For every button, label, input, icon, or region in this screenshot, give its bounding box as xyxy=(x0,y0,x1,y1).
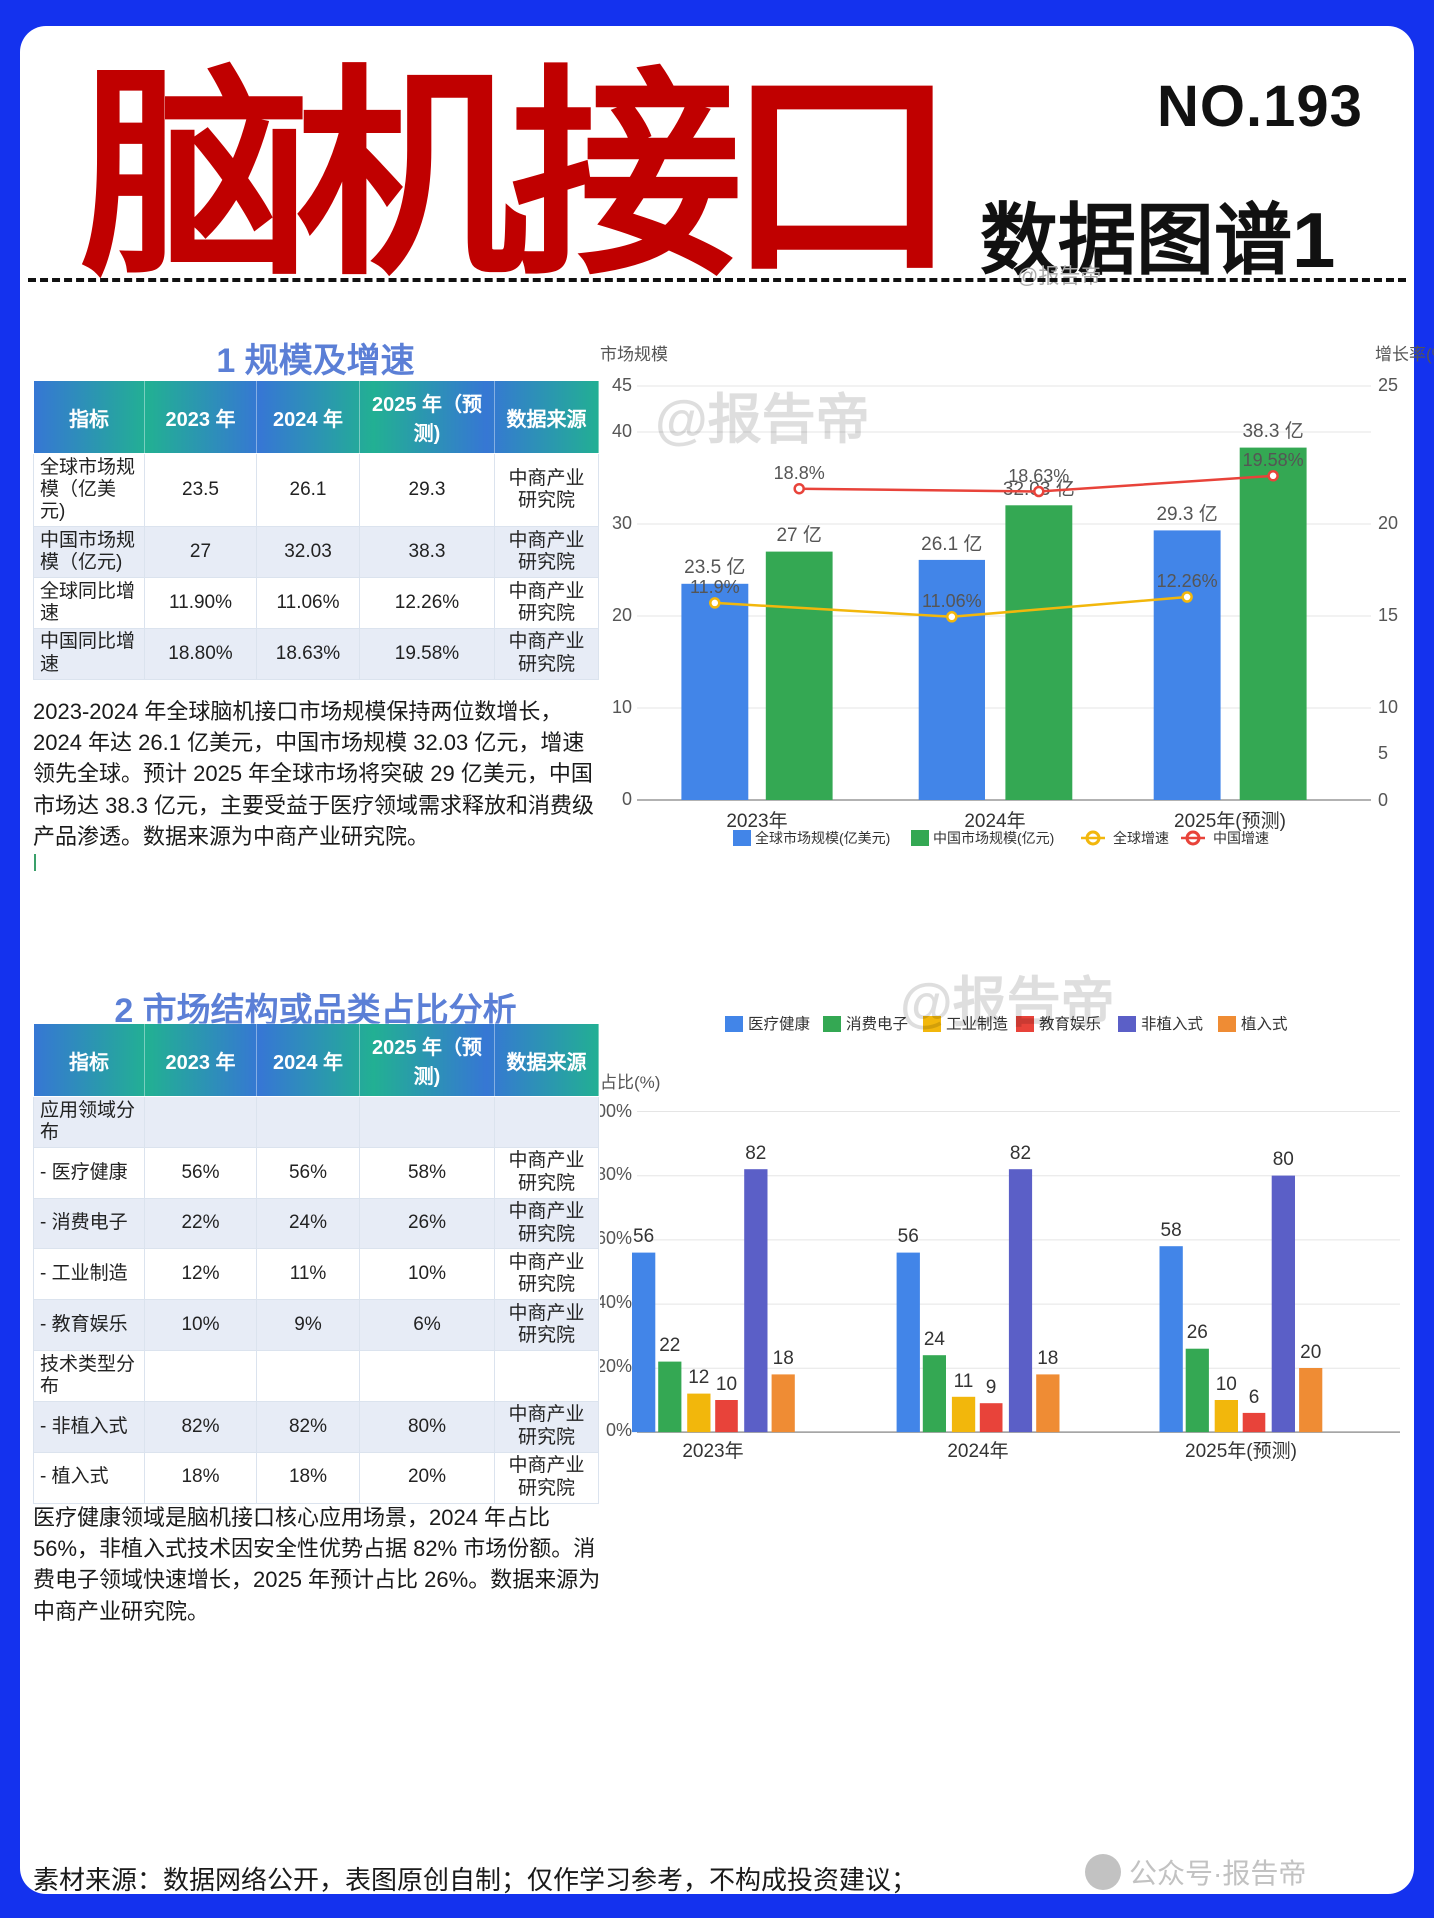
svg-text:消费电子: 消费电子 xyxy=(846,1015,908,1033)
svg-text:2024年: 2024年 xyxy=(964,810,1025,832)
svg-text:20: 20 xyxy=(1300,1342,1321,1363)
svg-text:40%: 40% xyxy=(600,1292,632,1312)
svg-text:10: 10 xyxy=(716,1374,737,1395)
svg-text:医疗健康: 医疗健康 xyxy=(748,1015,810,1033)
svg-text:10: 10 xyxy=(1216,1374,1237,1395)
svg-text:市场规模: 市场规模 xyxy=(600,345,668,364)
svg-text:80%: 80% xyxy=(600,1164,632,1184)
svg-text:11.9%: 11.9% xyxy=(690,577,740,597)
svg-text:2025年(预测): 2025年(预测) xyxy=(1185,1440,1297,1462)
svg-text:2023年: 2023年 xyxy=(726,810,787,832)
svg-text:40: 40 xyxy=(612,421,632,441)
svg-text:23.5 亿: 23.5 亿 xyxy=(684,556,745,578)
svg-text:15: 15 xyxy=(1378,605,1398,625)
svg-text:占比(%): 占比(%) xyxy=(600,1073,660,1092)
svg-text:25: 25 xyxy=(1378,375,1398,395)
svg-text:82: 82 xyxy=(1010,1143,1031,1164)
svg-text:增长率(%: 增长率(% xyxy=(1375,345,1434,364)
svg-text:29.3 亿: 29.3 亿 xyxy=(1156,503,1217,525)
svg-text:24: 24 xyxy=(924,1329,946,1350)
svg-text:20: 20 xyxy=(612,605,632,625)
svg-text:38.3 亿: 38.3 亿 xyxy=(1242,420,1303,442)
svg-text:2025年(预测): 2025年(预测) xyxy=(1174,810,1286,832)
svg-text:20: 20 xyxy=(1378,513,1398,533)
svg-text:18: 18 xyxy=(773,1348,794,1369)
svg-text:18.8%: 18.8% xyxy=(774,463,825,483)
svg-text:18.63%: 18.63% xyxy=(1008,466,1069,486)
svg-text:12.26%: 12.26% xyxy=(1157,571,1218,591)
svg-text:中国增速: 中国增速 xyxy=(1213,830,1269,846)
svg-text:6: 6 xyxy=(1249,1387,1260,1408)
svg-text:全球增速: 全球增速 xyxy=(1113,830,1169,846)
svg-text:80: 80 xyxy=(1273,1149,1294,1170)
svg-text:中国市场规模(亿元): 中国市场规模(亿元) xyxy=(933,830,1054,846)
svg-text:2024年: 2024年 xyxy=(947,1440,1008,1462)
svg-text:2023年: 2023年 xyxy=(682,1440,743,1462)
svg-text:18: 18 xyxy=(1037,1348,1058,1369)
svg-text:10: 10 xyxy=(1378,697,1398,717)
svg-text:58: 58 xyxy=(1161,1220,1182,1241)
svg-text:45: 45 xyxy=(612,375,632,395)
svg-text:0: 0 xyxy=(622,789,632,809)
svg-text:26: 26 xyxy=(1187,1322,1208,1343)
svg-text:植入式: 植入式 xyxy=(1241,1015,1288,1033)
svg-text:全球市场规模(亿美元): 全球市场规模(亿美元) xyxy=(755,830,890,846)
svg-text:100%: 100% xyxy=(600,1101,632,1121)
svg-text:10: 10 xyxy=(612,697,632,717)
svg-text:非植入式: 非植入式 xyxy=(1141,1015,1203,1033)
svg-text:19.58%: 19.58% xyxy=(1243,450,1304,470)
svg-text:9: 9 xyxy=(986,1377,997,1398)
svg-text:22: 22 xyxy=(659,1335,680,1356)
svg-text:82: 82 xyxy=(745,1143,766,1164)
svg-text:27 亿: 27 亿 xyxy=(776,524,821,546)
svg-text:60%: 60% xyxy=(600,1228,632,1248)
svg-text:56: 56 xyxy=(898,1226,919,1247)
svg-text:56: 56 xyxy=(633,1226,654,1247)
svg-text:0: 0 xyxy=(1378,790,1388,810)
svg-text:12: 12 xyxy=(688,1367,709,1388)
svg-text:11: 11 xyxy=(954,1371,974,1392)
svg-text:5: 5 xyxy=(1378,743,1388,763)
svg-text:0%: 0% xyxy=(606,1420,632,1440)
svg-text:11.06%: 11.06% xyxy=(922,591,982,611)
svg-text:20%: 20% xyxy=(600,1356,632,1376)
svg-text:30: 30 xyxy=(612,513,632,533)
svg-text:26.1 亿: 26.1 亿 xyxy=(921,533,982,555)
